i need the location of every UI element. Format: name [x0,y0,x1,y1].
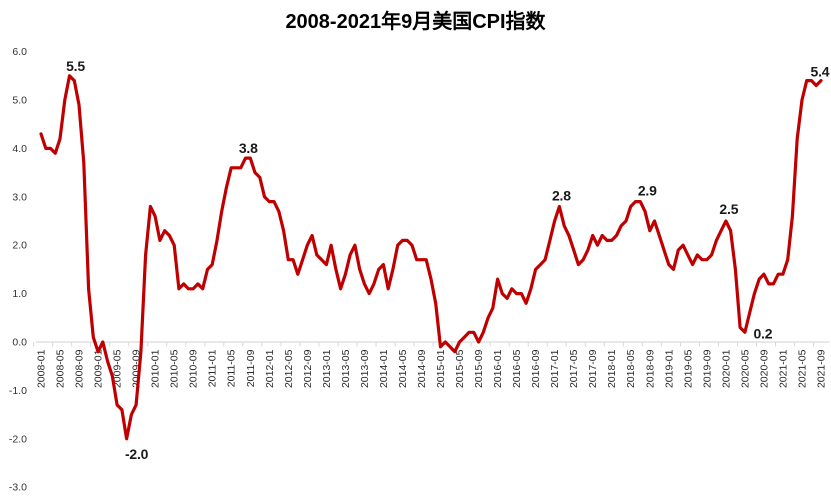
x-axis-tick-label: 2014-09 [416,349,428,388]
x-axis-tick-label: 2013-01 [321,349,333,388]
x-axis-tick-label: 2011-05 [226,349,238,387]
x-axis-tick-label: 2013-09 [359,349,371,388]
x-axis-tick-label: 2008-05 [55,349,67,388]
y-axis-tick-label: 0.0 [12,337,27,349]
x-axis-tick-label: 2012-01 [264,349,276,388]
y-axis-tick-label: 5.0 [12,95,27,107]
x-axis-tick-label: 2016-09 [530,349,542,388]
x-axis-tick-label: 2016-05 [511,349,523,388]
x-axis-tick-label: 2015-09 [473,349,485,388]
x-axis-tick-label: 2010-05 [169,349,181,388]
x-axis-tick-label: 2018-09 [644,349,656,388]
x-axis-tick-label: 2011-01 [207,349,219,387]
x-axis-tick-label: 2014-01 [378,349,390,388]
x-axis-tick-label: 2021-05 [796,349,808,388]
x-axis-tick-label: 2017-05 [568,349,580,388]
x-axis-tick-label: 2019-09 [701,349,713,388]
x-axis-tick-label: 2011-09 [245,349,257,387]
x-axis-tick-label: 2021-09 [815,349,827,388]
data-point-label: 3.8 [239,140,258,156]
x-axis-tick-label: 2014-05 [397,349,409,388]
data-point-label: 0.2 [753,325,772,341]
x-axis-tick-label: 2019-01 [663,349,675,388]
x-axis-tick-label: 2020-09 [758,349,770,388]
x-axis-tick-label: 2013-05 [340,349,352,388]
data-point-label: 2.5 [719,201,738,217]
y-axis-tick-label: 4.0 [12,143,27,155]
y-axis-tick-label: 3.0 [12,191,27,203]
x-axis-tick-label: 2017-01 [549,349,561,388]
data-point-label: 2.9 [638,183,657,199]
y-axis-tick-label: -1.0 [9,385,27,397]
x-axis-tick-label: 2008-09 [74,349,86,388]
x-axis-tick-label: 2008-01 [36,349,48,388]
x-axis-tick-label: 2010-01 [150,349,162,388]
x-axis-tick-label: 2010-09 [188,349,200,388]
x-axis-tick-label: 2009-01 [93,349,105,388]
x-axis-tick-label: 2016-01 [492,349,504,388]
x-axis-tick-label: 2015-01 [435,349,447,388]
x-axis-tick-label: 2020-05 [739,349,751,388]
chart-title: 2008-2021年9月美国CPI指数 [285,11,546,33]
y-axis-tick-label: -3.0 [9,482,27,494]
x-axis-tick-label: 2017-09 [587,349,599,388]
data-point-label: 2.8 [552,187,571,203]
y-axis-tick-label: 6.0 [12,46,27,58]
x-axis-tick-label: 2012-05 [283,349,295,388]
x-axis-tick-label: 2020-01 [720,349,732,388]
x-axis-tick-label: 2021-01 [777,349,789,388]
x-axis-tick-label: 2009-05 [112,349,124,388]
x-axis-tick-label: 2015-05 [454,349,466,388]
x-axis-tick-label: 2012-09 [302,349,314,388]
y-axis-tick-label: 1.0 [12,288,27,300]
data-point-label: -2.0 [125,446,149,462]
cpi-series-line [39,74,823,441]
data-point-label: 5.4 [811,64,830,80]
x-axis-tick-label: 2019-05 [682,349,694,388]
x-axis-tick-label: 2018-01 [606,349,618,388]
data-point-label: 5.5 [66,58,85,74]
x-axis-tick-label: 2018-05 [625,349,637,388]
y-axis-tick-label: 2.0 [12,240,27,252]
y-axis-tick-label: -2.0 [9,433,27,445]
